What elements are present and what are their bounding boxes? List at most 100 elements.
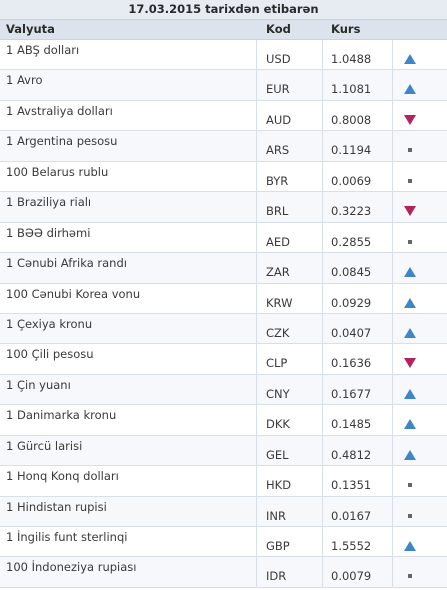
column-divider [392, 527, 393, 557]
column-divider [256, 222, 257, 253]
column-divider [392, 131, 393, 161]
table-row: 1 BƏƏ dirhəmi AED 0.2855 [0, 222, 447, 254]
column-divider [322, 283, 323, 313]
currency-code: EUR [266, 82, 290, 97]
column-divider [322, 161, 323, 192]
triangle-up-icon [404, 388, 416, 399]
exchange-rate: 0.0079 [331, 569, 372, 584]
square-dot-icon [404, 511, 416, 521]
column-divider [256, 253, 257, 283]
column-divider [392, 557, 393, 587]
table-row: 1 Gürcü larisi GEL 0.4812 [0, 435, 447, 467]
column-divider [322, 557, 323, 587]
column-divider [392, 161, 393, 192]
column-divider [392, 496, 393, 526]
currency-code: GEL [266, 447, 289, 462]
column-divider [392, 466, 393, 496]
triangle-up-icon [404, 54, 416, 64]
currency-code: KRW [266, 295, 293, 310]
column-divider [322, 435, 323, 466]
column-header-rate: Kurs [331, 22, 361, 36]
column-divider [322, 496, 323, 526]
column-header-code: Kod [266, 22, 291, 36]
column-divider [392, 100, 393, 131]
table-row: 100 Çili pesosu CLP 0.1636 [0, 344, 447, 375]
column-divider [256, 283, 257, 313]
exchange-rate: 0.1351 [331, 478, 372, 493]
currency-name: 100 Belarus rublu [6, 164, 109, 179]
currency-code: USD [266, 52, 291, 66]
currency-name: 100 Cənubi Korea vonu [6, 286, 141, 301]
column-divider [392, 192, 393, 222]
currency-name: 1 Çin yuanı [6, 377, 71, 392]
exchange-rate: 0.0407 [331, 325, 372, 340]
column-divider [322, 253, 323, 283]
column-divider [256, 40, 257, 70]
currency-name: 1 Çexiya kronu [6, 316, 93, 331]
table-row: 1 Çin yuanı CNY 0.1677 [0, 374, 447, 406]
currency-name: 1 Avro [6, 73, 43, 88]
currency-code: AED [266, 234, 290, 249]
column-divider [256, 557, 257, 587]
triangle-up-icon [404, 267, 416, 278]
column-divider [392, 374, 393, 405]
exchange-rate: 1.1081 [331, 82, 372, 97]
column-divider [256, 405, 257, 435]
currency-name: 100 İndoneziya rupiası [6, 560, 137, 575]
exchange-rate: 0.0069 [331, 173, 372, 188]
currency-code: CLP [266, 356, 288, 371]
column-divider [392, 405, 393, 435]
column-divider [256, 313, 257, 344]
exchange-rate: 1.5552 [331, 539, 372, 553]
currency-code: DKK [266, 417, 290, 432]
column-divider [256, 344, 257, 374]
column-divider [392, 283, 393, 313]
column-header-currency: Valyuta [6, 22, 55, 36]
table-row: 1 Honq Konq dolları HKD 0.1351 [0, 466, 447, 497]
table-row: 1 Braziliya rialı BRL 0.3223 [0, 192, 447, 223]
column-divider [392, 70, 393, 100]
exchange-rate: 0.0167 [331, 508, 372, 523]
column-divider [256, 100, 257, 131]
triangle-up-icon [404, 84, 416, 95]
column-divider [322, 313, 323, 344]
column-divider [256, 496, 257, 526]
table-row: 100 Belarus rublu BYR 0.0069 [0, 161, 447, 193]
exchange-rate: 0.1636 [331, 356, 372, 371]
currency-name: 1 Gürcü larisi [6, 438, 83, 453]
column-divider [256, 70, 257, 100]
currency-name: 1 Braziliya rialı [6, 195, 92, 210]
exchange-rate: 1.0488 [331, 52, 372, 66]
currency-code: CNY [266, 386, 290, 401]
triangle-up-icon [404, 541, 416, 551]
exchange-rate: 0.1194 [331, 143, 372, 158]
column-divider [322, 40, 323, 70]
table-row: 1 ABŞ dolları USD 1.0488 [0, 40, 447, 71]
column-divider [392, 253, 393, 283]
currency-code: IDR [266, 569, 287, 584]
table-row: 1 Cənubi Afrika randı ZAR 0.0845 [0, 253, 447, 284]
column-divider [256, 192, 257, 222]
column-divider [322, 222, 323, 253]
exchange-rate: 0.2855 [331, 234, 372, 249]
table-row: 1 Danimarka kronu DKK 0.1485 [0, 405, 447, 436]
currency-name: 1 BƏƏ dirhəmi [6, 225, 91, 240]
exchange-rate: 0.8008 [331, 112, 372, 127]
exchange-rate: 0.0845 [331, 265, 372, 280]
column-divider [322, 100, 323, 131]
exchange-rate: 0.1485 [331, 417, 372, 432]
currency-name: 1 Hindistan rupisi [6, 499, 107, 514]
currency-code: ZAR [266, 265, 290, 280]
column-divider [256, 527, 257, 557]
currency-code: BRL [266, 204, 289, 219]
column-divider [322, 466, 323, 496]
currency-name: 1 Argentina pesosu [6, 134, 118, 149]
currency-code: AUD [266, 112, 292, 127]
currency-name: 1 İngilis funt sterlinqi [6, 530, 128, 544]
column-divider [256, 435, 257, 466]
triangle-down-icon [404, 358, 416, 369]
currency-name: 1 Cənubi Afrika randı [6, 256, 127, 271]
currency-code: BYR [266, 173, 289, 188]
table-body: 1 ABŞ dolları USD 1.0488 1 Avro EUR 1.1081 1 A… [0, 40, 447, 588]
column-divider [322, 405, 323, 435]
